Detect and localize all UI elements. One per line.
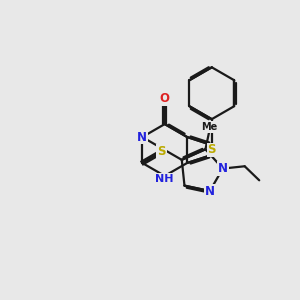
Text: S: S	[157, 146, 166, 158]
Text: N: N	[218, 162, 228, 175]
Text: N: N	[137, 130, 147, 143]
Text: O: O	[160, 92, 170, 105]
Text: Me: Me	[201, 122, 218, 132]
Text: N: N	[205, 184, 215, 197]
Text: NH: NH	[155, 174, 174, 184]
Text: S: S	[208, 143, 216, 157]
